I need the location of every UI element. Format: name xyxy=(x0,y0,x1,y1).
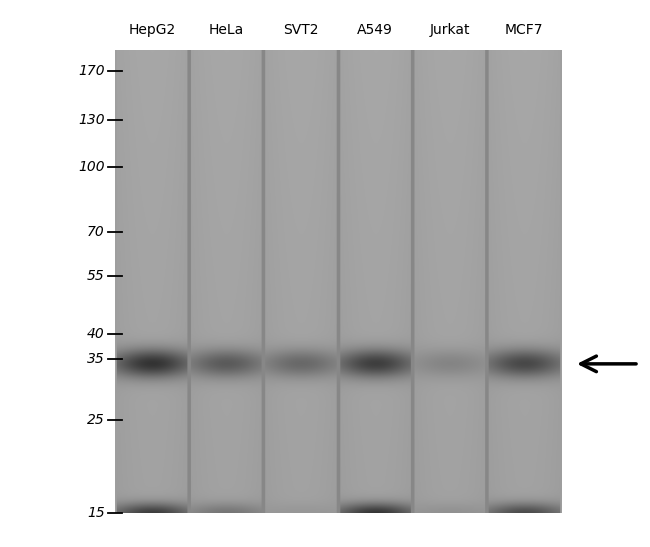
Text: 35: 35 xyxy=(87,352,105,365)
Text: SVT2: SVT2 xyxy=(283,23,318,37)
Text: A549: A549 xyxy=(358,23,393,37)
Text: Jurkat: Jurkat xyxy=(430,23,470,37)
Text: HeLa: HeLa xyxy=(209,23,244,37)
Text: 70: 70 xyxy=(87,225,105,239)
Text: 170: 170 xyxy=(78,63,105,78)
Text: 55: 55 xyxy=(87,269,105,283)
Text: 15: 15 xyxy=(87,506,105,520)
Text: 25: 25 xyxy=(87,413,105,427)
Text: 40: 40 xyxy=(87,327,105,341)
Text: 100: 100 xyxy=(78,160,105,174)
Text: 130: 130 xyxy=(78,113,105,126)
Text: HepG2: HepG2 xyxy=(128,23,176,37)
Text: MCF7: MCF7 xyxy=(505,23,543,37)
